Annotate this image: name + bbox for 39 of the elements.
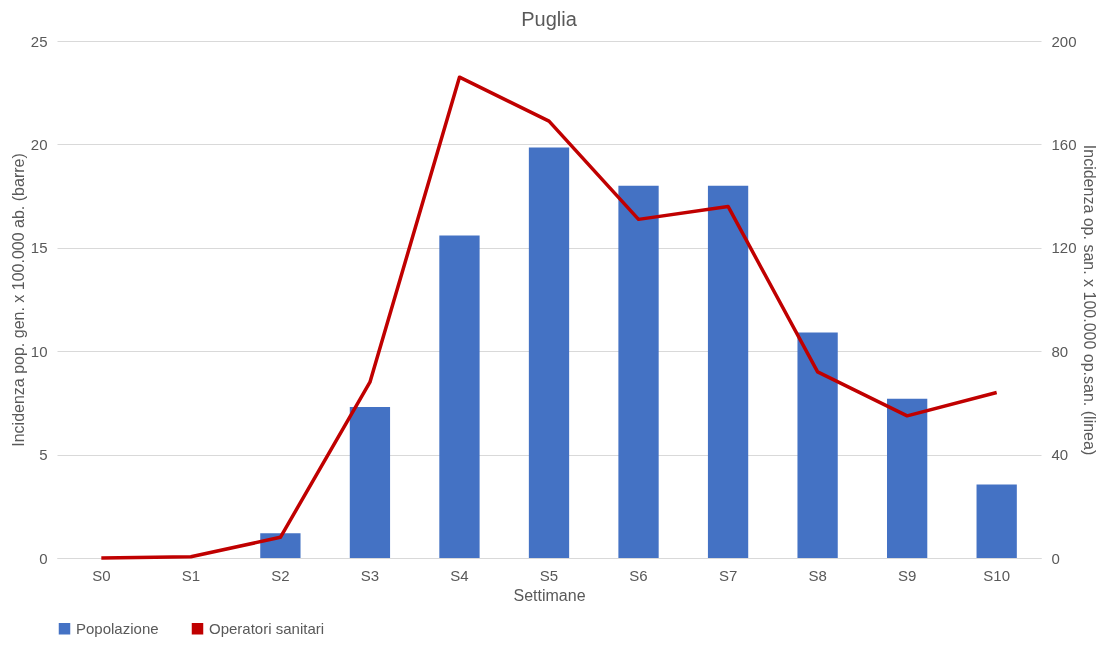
bar [349, 407, 391, 558]
x-tick-label: S2 [271, 566, 290, 584]
y-tick-label: 5 [39, 446, 48, 464]
chart-title: Puglia [521, 8, 578, 30]
bar [618, 185, 659, 558]
legend-label: Popolazione [76, 619, 159, 637]
line-series [99, 75, 999, 560]
x-tick-label: S8 [808, 566, 827, 584]
bar [260, 533, 301, 558]
y2-tick-label: 160 [1051, 135, 1077, 153]
y-tick-label: 15 [30, 239, 48, 257]
bar [528, 147, 570, 558]
x-tick-label: S7 [718, 566, 738, 584]
x-tick-label: S10 [983, 566, 1011, 584]
y2-tick-label: 200 [1051, 32, 1077, 50]
y-tick-label: 25 [30, 32, 48, 50]
x-axis-title: Settimane [513, 586, 586, 604]
bar [439, 235, 480, 558]
y-tick-label: 0 [39, 549, 48, 567]
y-tick-label: 20 [30, 135, 48, 153]
x-tick-label: S6 [629, 566, 648, 584]
x-tick-label: S3 [360, 566, 380, 584]
x-tick-label: S0 [92, 566, 111, 584]
y2-tick-label: 120 [1051, 239, 1077, 257]
y2-tick-label: 0 [1051, 549, 1060, 567]
bar [797, 332, 838, 558]
y-axis-title: Incidenza pop. gen. x 100.000 ab. (barre) [9, 153, 27, 447]
legend-label: Operatori sanitari [209, 619, 325, 637]
x-tick-label: S9 [897, 566, 917, 584]
x-tick-label: S4 [450, 566, 469, 584]
bar [976, 484, 1017, 558]
x-tick-label: S5 [539, 566, 559, 584]
x-tick-label: S1 [181, 566, 201, 584]
y2-tick-label: 40 [1051, 446, 1069, 464]
y2-tick-label: 80 [1051, 342, 1069, 360]
bar [707, 185, 749, 558]
y-tick-label: 10 [30, 342, 48, 360]
bar [887, 398, 928, 558]
y2-axis-title: Incidenza op. san. x 100.000 op.san. (linea) [1080, 144, 1098, 456]
